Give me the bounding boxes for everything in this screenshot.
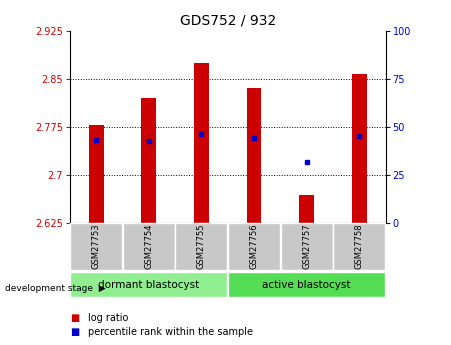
Text: GSM27755: GSM27755: [197, 224, 206, 269]
Text: percentile rank within the sample: percentile rank within the sample: [88, 327, 253, 337]
Text: development stage  ▶: development stage ▶: [5, 284, 105, 293]
Bar: [194, 63, 209, 223]
Bar: [299, 195, 314, 223]
Title: GDS752 / 932: GDS752 / 932: [179, 13, 276, 27]
Text: GSM27757: GSM27757: [302, 224, 311, 269]
Text: GSM27758: GSM27758: [355, 224, 364, 269]
Text: ■: ■: [70, 313, 79, 323]
Bar: [142, 98, 156, 223]
Bar: [247, 89, 262, 223]
FancyBboxPatch shape: [70, 272, 227, 297]
Text: active blastocyst: active blastocyst: [262, 280, 351, 289]
Text: GSM27756: GSM27756: [249, 224, 258, 269]
Bar: [89, 125, 104, 223]
FancyBboxPatch shape: [228, 224, 280, 270]
Text: dormant blastocyst: dormant blastocyst: [98, 280, 199, 289]
FancyBboxPatch shape: [123, 224, 175, 270]
Text: ■: ■: [70, 327, 79, 337]
Bar: [352, 74, 367, 223]
Text: GSM27753: GSM27753: [92, 224, 101, 269]
FancyBboxPatch shape: [70, 224, 122, 270]
FancyBboxPatch shape: [333, 224, 385, 270]
Text: log ratio: log ratio: [88, 313, 129, 323]
Text: GSM27754: GSM27754: [144, 224, 153, 269]
FancyBboxPatch shape: [281, 224, 333, 270]
FancyBboxPatch shape: [175, 224, 227, 270]
FancyBboxPatch shape: [228, 272, 385, 297]
